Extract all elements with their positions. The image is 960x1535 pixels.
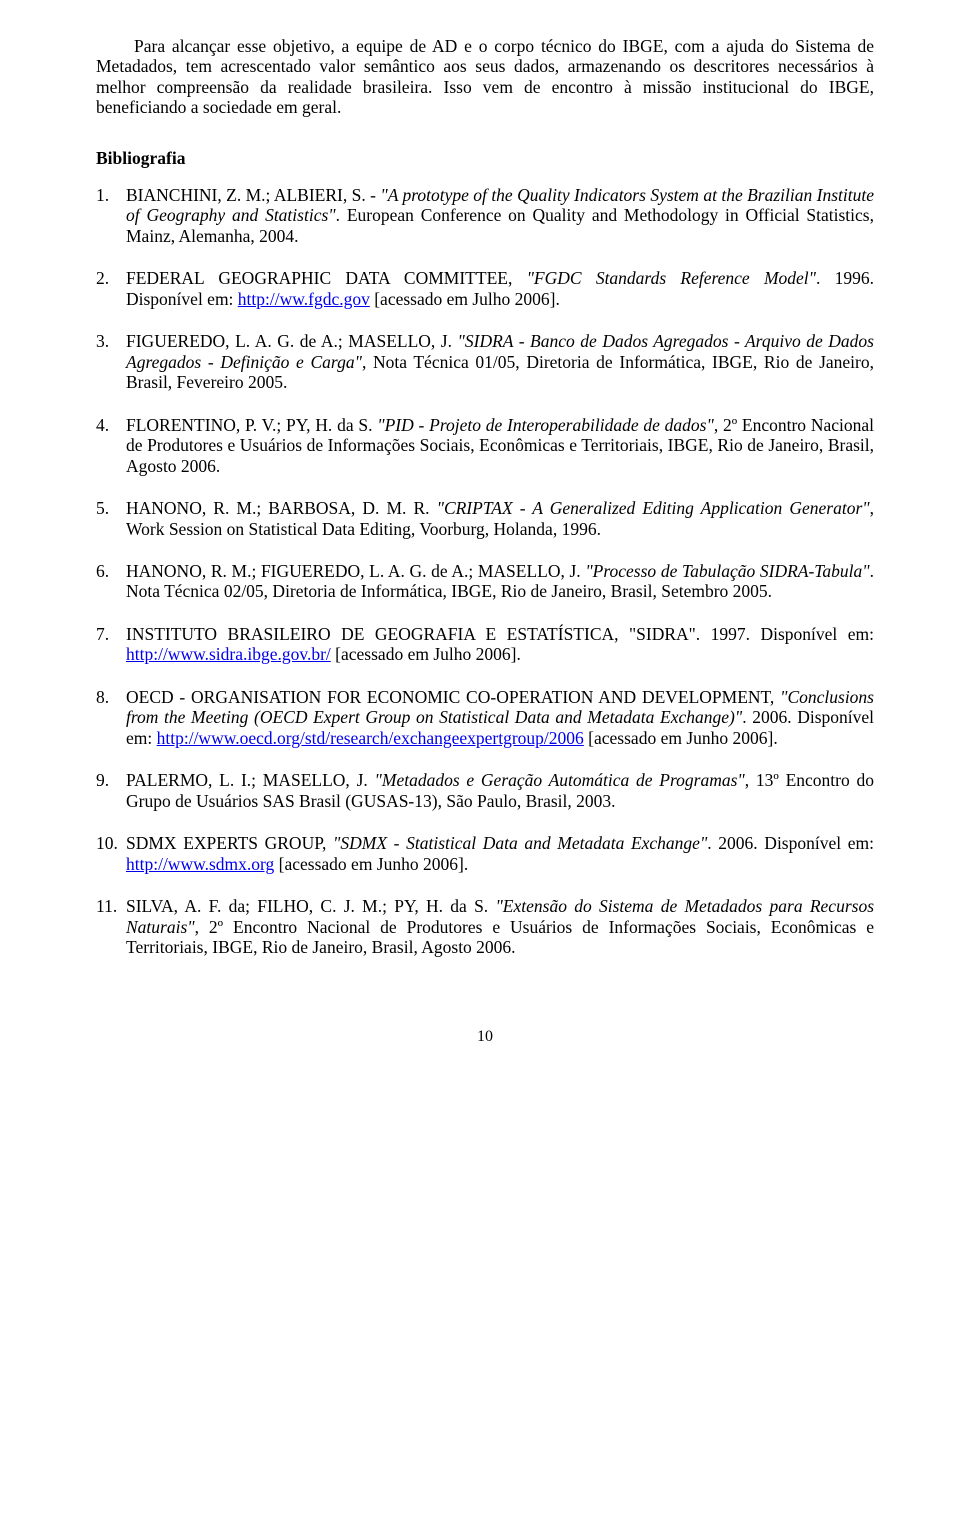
bib-authors: PALERMO, L. I.; MASELLO, J.	[126, 770, 375, 790]
bib-authors: BIANCHINI, Z. M.; ALBIERI, S. -	[126, 185, 380, 205]
bibliography-heading: Bibliografia	[96, 148, 874, 169]
bib-link[interactable]: http://www.sidra.ibge.gov.br/	[126, 644, 331, 664]
bib-authors: HANONO, R. M.; BARBOSA, D. M. R.	[126, 498, 437, 518]
page-number: 10	[96, 1028, 874, 1046]
bib-title: "Processo de Tabulação SIDRA-Tabula"	[585, 561, 869, 581]
bibliography-item: BIANCHINI, Z. M.; ALBIERI, S. - "A proto…	[96, 185, 874, 246]
bib-tail: [acessado em Junho 2006].	[584, 728, 778, 748]
bib-authors: HANONO, R. M.; FIGUEREDO, L. A. G. de A.…	[126, 561, 585, 581]
bib-tail: . 2006. Disponível em:	[707, 833, 874, 853]
bib-authors: FLORENTINO, P. V.; PY, H. da S.	[126, 415, 377, 435]
bib-title: "FGDC Standards Reference Model"	[527, 268, 816, 288]
bib-authors: SDMX EXPERTS GROUP,	[126, 833, 333, 853]
bibliography-item: FEDERAL GEOGRAPHIC DATA COMMITTEE, "FGDC…	[96, 268, 874, 309]
bib-title: "Metadados e Geração Automática de Progr…	[375, 770, 745, 790]
intro-paragraph: Para alcançar esse objetivo, a equipe de…	[96, 36, 874, 118]
bibliography-item: INSTITUTO BRASILEIRO DE GEOGRAFIA E ESTA…	[96, 624, 874, 665]
bibliography-item: HANONO, R. M.; BARBOSA, D. M. R. "CRIPTA…	[96, 498, 874, 539]
bib-title: "SDMX - Statistical Data and Metadata Ex…	[333, 833, 707, 853]
bib-tail: [acessado em Junho 2006].	[274, 854, 468, 874]
bib-title: "CRIPTAX - A Generalized Editing Applica…	[437, 498, 870, 518]
bib-authors: SILVA, A. F. da; FILHO, C. J. M.; PY, H.…	[126, 896, 495, 916]
bib-link[interactable]: http://ww.fgdc.gov	[238, 289, 370, 309]
bibliography-item: SILVA, A. F. da; FILHO, C. J. M.; PY, H.…	[96, 896, 874, 957]
bibliography-item: PALERMO, L. I.; MASELLO, J. "Metadados e…	[96, 770, 874, 811]
bib-authors: OECD - ORGANISATION FOR ECONOMIC CO-OPER…	[126, 687, 780, 707]
bibliography-item: HANONO, R. M.; FIGUEREDO, L. A. G. de A.…	[96, 561, 874, 602]
bibliography-list: BIANCHINI, Z. M.; ALBIERI, S. - "A proto…	[96, 185, 874, 958]
bib-title: "PID - Projeto de Interoperabilidade de …	[377, 415, 714, 435]
bibliography-item: FLORENTINO, P. V.; PY, H. da S. "PID - P…	[96, 415, 874, 476]
bib-authors: FEDERAL GEOGRAPHIC DATA COMMITTEE,	[126, 268, 527, 288]
bib-tail: IBGE, Rio de Janeiro, Brasil, Setembro 2…	[447, 581, 772, 601]
bibliography-item: FIGUEREDO, L. A. G. de A.; MASELLO, J. "…	[96, 331, 874, 392]
bib-link[interactable]: http://www.oecd.org/std/research/exchang…	[157, 728, 584, 748]
bib-link[interactable]: http://www.sdmx.org	[126, 854, 274, 874]
document-page: Para alcançar esse objetivo, a equipe de…	[0, 0, 960, 1086]
bib-tail: [acessado em Julho 2006].	[331, 644, 521, 664]
bibliography-item: SDMX EXPERTS GROUP, "SDMX - Statistical …	[96, 833, 874, 874]
bib-authors: FIGUEREDO, L. A. G. de A.; MASELLO, J.	[126, 331, 458, 351]
bib-authors: INSTITUTO BRASILEIRO DE GEOGRAFIA E ESTA…	[126, 624, 874, 644]
bibliography-item: OECD - ORGANISATION FOR ECONOMIC CO-OPER…	[96, 687, 874, 748]
bib-tail: [acessado em Julho 2006].	[370, 289, 560, 309]
bib-tail: , 2º Encontro Nacional de Produtores e U…	[126, 917, 874, 957]
